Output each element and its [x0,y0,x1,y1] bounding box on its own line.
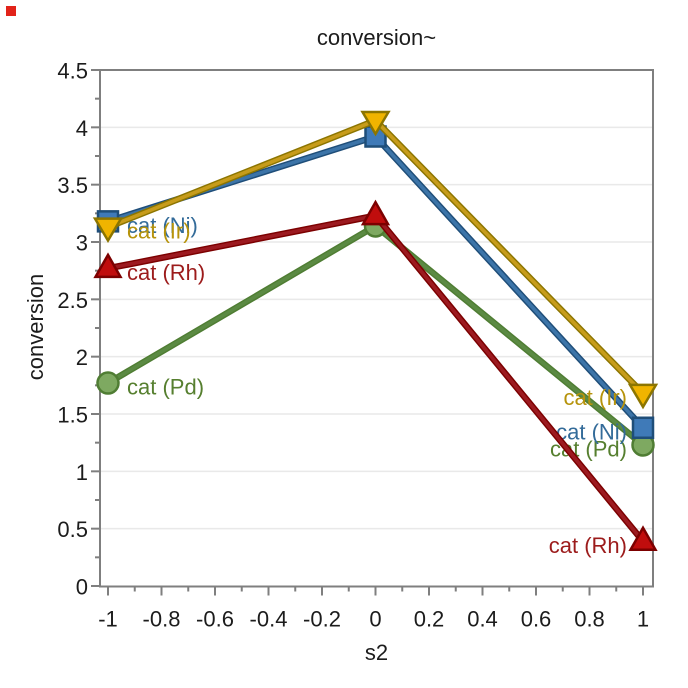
data-point-circle[interactable] [96,371,120,395]
y-tick-label: 2.5 [57,288,88,313]
series-label-left: cat (Rh) [127,260,205,285]
y-axis-title: conversion [23,273,48,381]
x-tick-label: 0.8 [574,607,605,632]
series-label-right: cat (Ir) [563,385,627,410]
y-tick-label: 0 [76,575,88,600]
data-point-square[interactable] [631,416,655,440]
x-tick-label: 0.2 [414,607,445,632]
x-tick-label: -1 [98,607,118,632]
y-tick-label: 0.5 [57,517,88,542]
x-tick-label: 0.6 [521,607,552,632]
series-label-left: cat (Ir) [127,219,191,244]
data-point-triangle-up[interactable] [628,525,658,552]
x-tick-label: -0.6 [196,607,234,632]
x-axis-title: s2 [364,640,389,665]
data-point-triangle-down[interactable] [627,383,659,410]
x-tick-label: -0.8 [143,607,181,632]
y-tick-label: 4.5 [57,59,88,84]
data-point-triangle-down[interactable] [360,110,391,137]
x-tick-label: 1 [637,607,649,632]
x-tick-label: -0.4 [250,607,288,632]
y-tick-label: 3.5 [57,173,88,198]
y-tick-label: 3 [76,231,88,256]
series-line [106,224,645,447]
series-line-edge [104,117,647,397]
chart-title: conversion~ [316,25,437,50]
x-tick-label: 0 [369,607,381,632]
series-label-left: cat (Pd) [127,375,204,400]
data-point-triangle-up[interactable] [360,199,391,226]
y-tick-label: 2 [76,345,88,370]
x-tick-label: -0.2 [303,607,341,632]
red-indicator-square [6,6,16,16]
series-line [106,118,645,396]
series-label-right: cat (Rh) [549,533,627,558]
y-tick-label: 4 [76,116,88,141]
series-label-right: cat (Ni) [556,419,627,444]
data-point-triangle-down[interactable] [92,217,124,244]
y-tick-label: 1.5 [57,403,88,428]
data-point-triangle-up[interactable] [93,252,123,279]
x-tick-label: 0.4 [467,607,498,632]
y-tick-label: 1 [76,460,88,485]
